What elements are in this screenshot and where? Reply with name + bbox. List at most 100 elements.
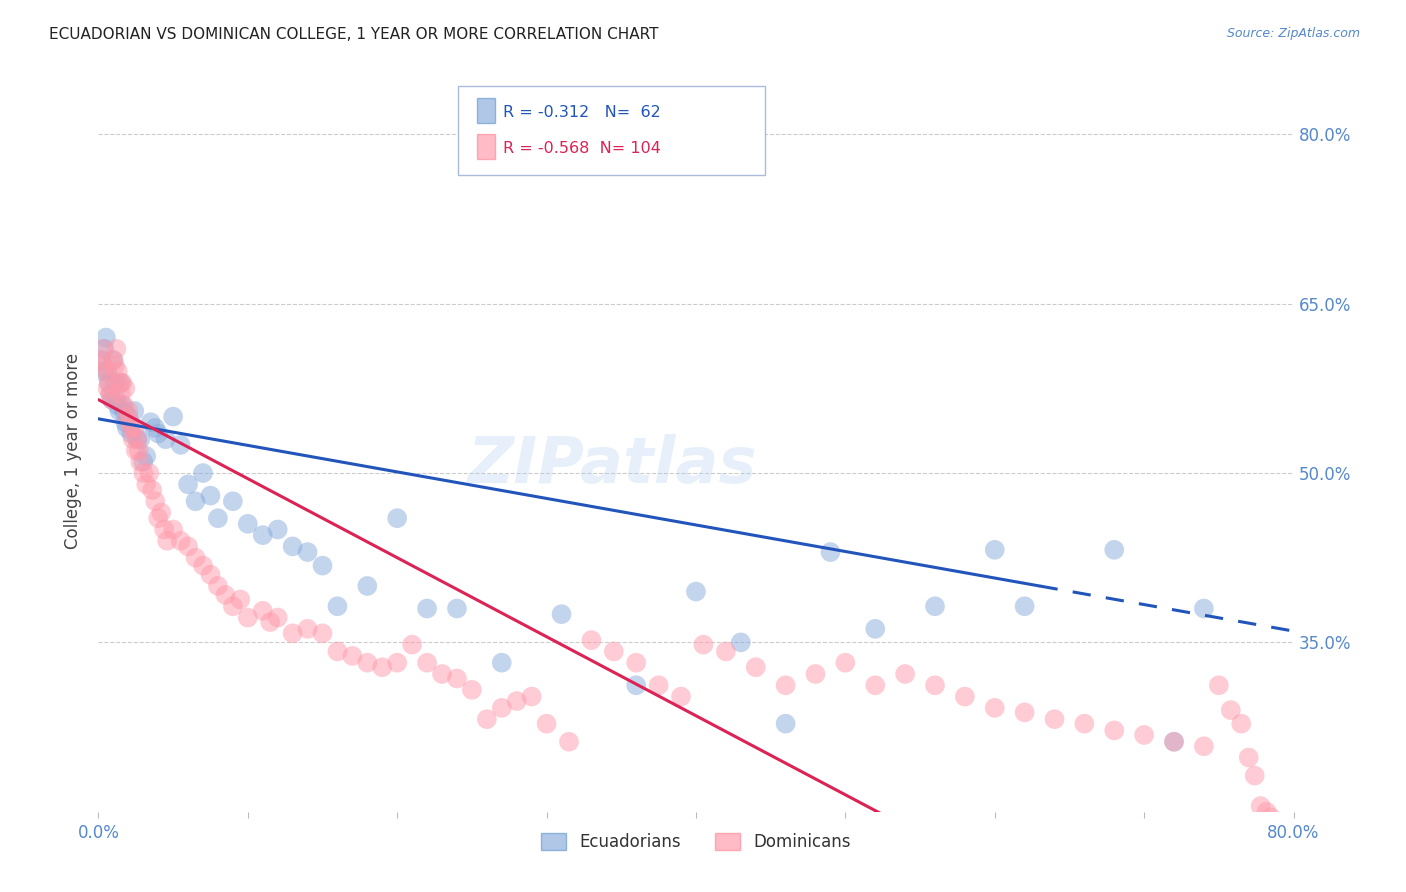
Point <box>491 701 513 715</box>
Point <box>101 392 124 407</box>
Point <box>1163 735 1185 749</box>
Point <box>1073 716 1095 731</box>
Point <box>1264 816 1286 830</box>
Point <box>162 409 184 424</box>
Point <box>125 443 148 458</box>
Point <box>924 678 946 692</box>
Point <box>1260 810 1282 824</box>
Point <box>141 483 163 497</box>
Point <box>1014 599 1036 614</box>
Point <box>112 398 135 412</box>
Point <box>1014 706 1036 720</box>
Point <box>98 387 122 401</box>
Point <box>506 694 529 708</box>
Point <box>115 421 138 435</box>
Point <box>297 545 319 559</box>
Point <box>153 523 176 537</box>
Point <box>118 415 141 429</box>
Point <box>446 601 468 615</box>
Point <box>356 579 378 593</box>
Point <box>1104 542 1126 557</box>
Point <box>1250 799 1272 814</box>
Point <box>229 592 252 607</box>
Point <box>148 426 170 441</box>
Point <box>416 601 439 615</box>
Point <box>252 528 274 542</box>
Point <box>148 511 170 525</box>
Point <box>162 523 184 537</box>
Point <box>107 398 129 412</box>
Point <box>281 540 304 554</box>
Point <box>775 678 797 692</box>
Point <box>207 579 229 593</box>
Point <box>120 421 142 435</box>
Point <box>446 672 468 686</box>
Point <box>169 533 191 548</box>
Point <box>1192 601 1215 615</box>
Point <box>1043 712 1066 726</box>
Y-axis label: College, 1 year or more: College, 1 year or more <box>65 352 83 549</box>
Point <box>177 477 200 491</box>
Text: R = -0.312   N=  62: R = -0.312 N= 62 <box>503 105 661 120</box>
Point <box>581 633 603 648</box>
Point <box>461 682 484 697</box>
Point <box>169 438 191 452</box>
Point <box>94 364 117 378</box>
Point <box>267 523 290 537</box>
Point <box>342 648 364 663</box>
Point <box>475 712 498 726</box>
Point <box>1237 750 1260 764</box>
Point <box>267 610 290 624</box>
Point <box>120 426 142 441</box>
Point <box>107 364 129 378</box>
Point <box>124 421 146 435</box>
Point <box>207 511 229 525</box>
Point <box>96 364 118 378</box>
Point <box>139 415 162 429</box>
Point <box>91 364 114 378</box>
Point <box>103 353 125 368</box>
Point <box>184 494 207 508</box>
Point <box>692 638 714 652</box>
Point <box>1192 739 1215 754</box>
Point <box>984 701 1007 715</box>
Point <box>97 376 120 390</box>
Point <box>371 660 394 674</box>
Point <box>129 455 152 469</box>
Point <box>94 330 117 344</box>
Point <box>114 381 136 395</box>
Point <box>129 432 152 446</box>
Point <box>1208 678 1230 692</box>
Point <box>924 599 946 614</box>
Point <box>252 604 274 618</box>
Point <box>115 409 138 424</box>
Point <box>111 398 134 412</box>
Point <box>865 678 887 692</box>
Point <box>222 599 245 614</box>
Point <box>1104 723 1126 738</box>
Point <box>385 511 409 525</box>
Point <box>647 678 669 692</box>
Point <box>108 376 131 390</box>
Point <box>143 494 166 508</box>
Point <box>132 455 155 469</box>
Point <box>1243 769 1265 783</box>
Point <box>108 404 131 418</box>
Point <box>127 432 149 446</box>
Point <box>155 432 177 446</box>
Point <box>117 404 139 418</box>
Point <box>311 558 333 573</box>
Point <box>98 387 122 401</box>
Point <box>90 353 112 368</box>
Point <box>626 656 648 670</box>
Text: Source: ZipAtlas.com: Source: ZipAtlas.com <box>1226 27 1360 40</box>
Point <box>132 466 155 480</box>
Point <box>714 644 737 658</box>
Point <box>1256 805 1278 819</box>
Point <box>1230 716 1253 731</box>
Text: R = -0.568  N= 104: R = -0.568 N= 104 <box>503 141 661 155</box>
Point <box>214 588 236 602</box>
Point <box>156 533 179 548</box>
Point <box>1274 827 1296 841</box>
Point <box>550 607 572 622</box>
